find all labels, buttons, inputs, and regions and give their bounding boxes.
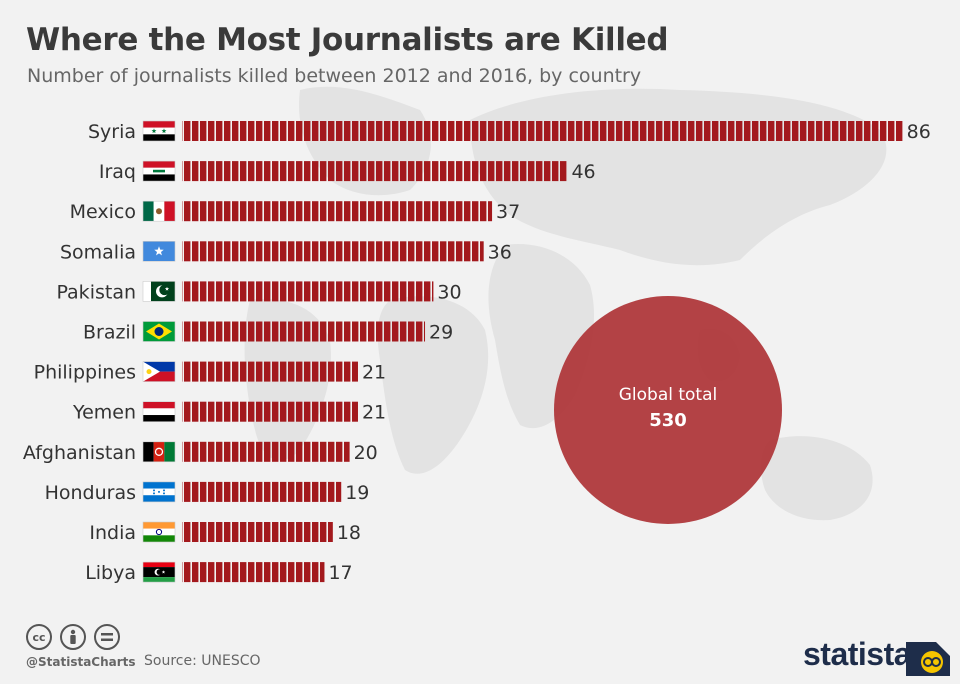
bar-row-philippines: Philippines 21 <box>34 361 386 384</box>
iraq-flag-icon <box>142 160 176 182</box>
global-total-value: 530 <box>649 410 687 431</box>
india-flag-icon <box>142 521 176 543</box>
cc-icon-text: cc <box>32 630 46 644</box>
category-label-pakistan: Pakistan <box>56 281 136 303</box>
bar-afghanistan[interactable] <box>182 441 350 462</box>
bar-row-somalia: Somalia 36 <box>60 241 512 263</box>
chart-title: Where the Most Journalists are Killed <box>26 22 669 58</box>
value-label-honduras: 19 <box>345 482 369 504</box>
value-label-somalia: 36 <box>488 241 512 263</box>
bar-yemen[interactable] <box>182 401 358 422</box>
bar-pakistan[interactable] <box>182 281 434 302</box>
category-label-india: India <box>89 522 136 544</box>
bar-honduras[interactable] <box>182 481 342 502</box>
bar-row-yemen: Yemen 21 <box>72 401 386 424</box>
bar-row-brazil: Brazil 29 <box>83 321 453 344</box>
libya-flag-icon <box>142 561 176 583</box>
value-label-brazil: 29 <box>429 322 453 344</box>
category-label-philippines: Philippines <box>34 362 136 384</box>
somalia-flag-icon <box>142 241 176 262</box>
bar-row-pakistan: Pakistan 30 <box>56 281 462 303</box>
category-label-libya: Libya <box>85 562 136 584</box>
value-label-india: 18 <box>337 522 361 544</box>
bar-row-india: India 18 <box>89 521 361 544</box>
statista-logo-icon[interactable] <box>906 642 950 676</box>
bar-libya[interactable] <box>182 562 325 583</box>
bar-row-syria: Syria 86 <box>88 120 931 143</box>
value-label-philippines: 21 <box>362 362 386 384</box>
bar-mexico[interactable] <box>182 201 493 222</box>
bar-philippines[interactable] <box>182 361 358 382</box>
bar-row-libya: Libya 17 <box>85 561 353 584</box>
brazil-flag-icon <box>142 321 176 342</box>
pakistan-flag-icon <box>142 281 176 302</box>
bar-row-afghanistan: Afghanistan 20 <box>23 441 378 464</box>
afghanistan-flag-icon <box>142 441 176 463</box>
statista-handle[interactable]: @StatistaCharts <box>26 655 136 669</box>
category-label-iraq: Iraq <box>99 161 136 183</box>
bar-somalia[interactable] <box>182 241 484 262</box>
category-label-honduras: Honduras <box>45 482 136 504</box>
syria-flag-icon <box>142 120 176 142</box>
bar-row-iraq: Iraq 46 <box>99 160 596 183</box>
value-label-iraq: 46 <box>571 161 595 183</box>
category-label-syria: Syria <box>88 121 136 143</box>
value-label-pakistan: 30 <box>437 281 461 303</box>
category-label-somalia: Somalia <box>60 241 136 263</box>
bar-iraq[interactable] <box>182 161 568 182</box>
global-total-label: Global total <box>618 385 718 405</box>
value-label-afghanistan: 20 <box>354 442 378 464</box>
honduras-flag-icon <box>142 481 176 503</box>
by-icon[interactable] <box>60 624 86 650</box>
bar-row-honduras: Honduras 19 <box>45 481 369 504</box>
yemen-flag-icon <box>142 401 176 423</box>
category-label-afghanistan: Afghanistan <box>23 442 136 464</box>
category-label-brazil: Brazil <box>83 322 136 344</box>
global-total-circle <box>554 296 782 524</box>
bar-row-mexico: Mexico 37 <box>70 200 520 223</box>
value-label-libya: 17 <box>328 562 352 584</box>
category-label-yemen: Yemen <box>72 402 136 424</box>
statista-brand[interactable]: statista <box>803 636 912 672</box>
bar-india[interactable] <box>182 522 333 542</box>
philippines-flag-icon <box>142 361 176 382</box>
category-label-mexico: Mexico <box>70 201 136 223</box>
chart-subtitle: Number of journalists killed between 201… <box>27 65 642 87</box>
value-label-yemen: 21 <box>362 402 386 424</box>
nd-icon[interactable] <box>94 624 120 650</box>
bar-syria[interactable] <box>182 121 903 141</box>
source-note: Source: UNESCO <box>144 653 261 669</box>
value-label-mexico: 37 <box>496 201 520 223</box>
cc-icon[interactable]: cc <box>26 624 52 650</box>
bar-brazil[interactable] <box>182 321 426 342</box>
license-icons: cc <box>26 624 120 650</box>
mexico-flag-icon <box>142 200 176 222</box>
value-label-syria: 86 <box>907 121 931 143</box>
